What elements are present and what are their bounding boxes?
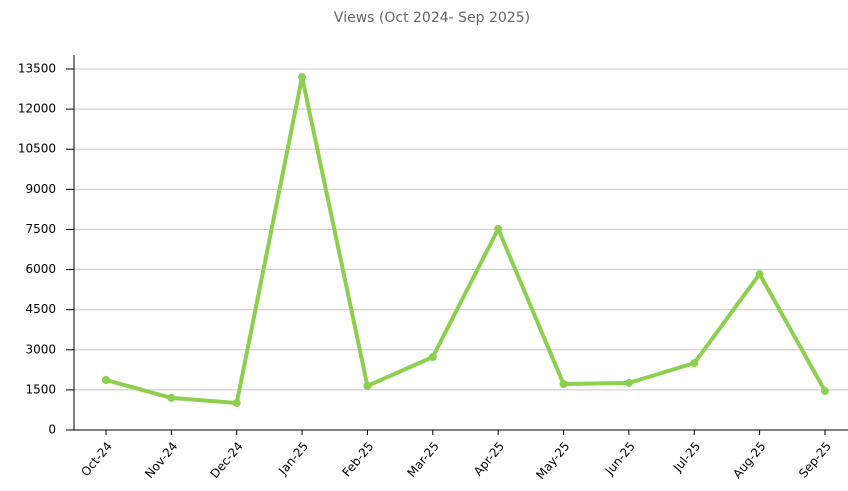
y-tick-label: 13500: [18, 62, 56, 76]
data-point: [428, 352, 437, 361]
x-tick-label: Oct-24: [78, 439, 115, 479]
y-tick-label: 10500: [18, 142, 56, 156]
x-tick-label: Sep-25: [796, 439, 834, 480]
x-tick-label: Dec-24: [207, 439, 245, 481]
y-tick-label: 6000: [25, 262, 56, 276]
y-tick-label: 12000: [18, 102, 56, 116]
data-point: [559, 380, 568, 389]
data-point: [232, 398, 241, 407]
x-tick-label: Mar-25: [404, 439, 441, 480]
data-point: [363, 381, 372, 390]
x-tick-label: Feb-25: [339, 439, 376, 479]
y-tick-label: 0: [48, 423, 56, 437]
data-point: [690, 359, 699, 368]
y-tick-label: 1500: [25, 382, 56, 396]
x-tick-label: Aug-25: [730, 439, 768, 481]
chart-title: Views (Oct 2024- Sep 2025): [334, 10, 530, 26]
x-tick-label: May-25: [533, 439, 572, 482]
data-point: [755, 270, 764, 279]
data-point: [167, 393, 176, 402]
data-point: [820, 386, 829, 395]
data-point: [624, 378, 633, 387]
data-point: [298, 73, 307, 82]
x-tick-label: Jan-25: [275, 439, 311, 478]
y-tick-label: 7500: [25, 222, 56, 236]
y-tick-label: 4500: [25, 302, 56, 316]
y-tick-label: 3000: [25, 342, 56, 356]
x-tick-label: Nov-24: [142, 439, 180, 481]
x-tick-label: Jun-25: [602, 439, 638, 478]
x-tick-label: Jul-25: [670, 439, 703, 475]
x-tick-label: Apr-25: [471, 439, 507, 478]
data-point: [494, 224, 503, 233]
data-point: [102, 375, 110, 384]
y-tick-label: 9000: [25, 182, 56, 196]
series-line: [105, 75, 827, 405]
